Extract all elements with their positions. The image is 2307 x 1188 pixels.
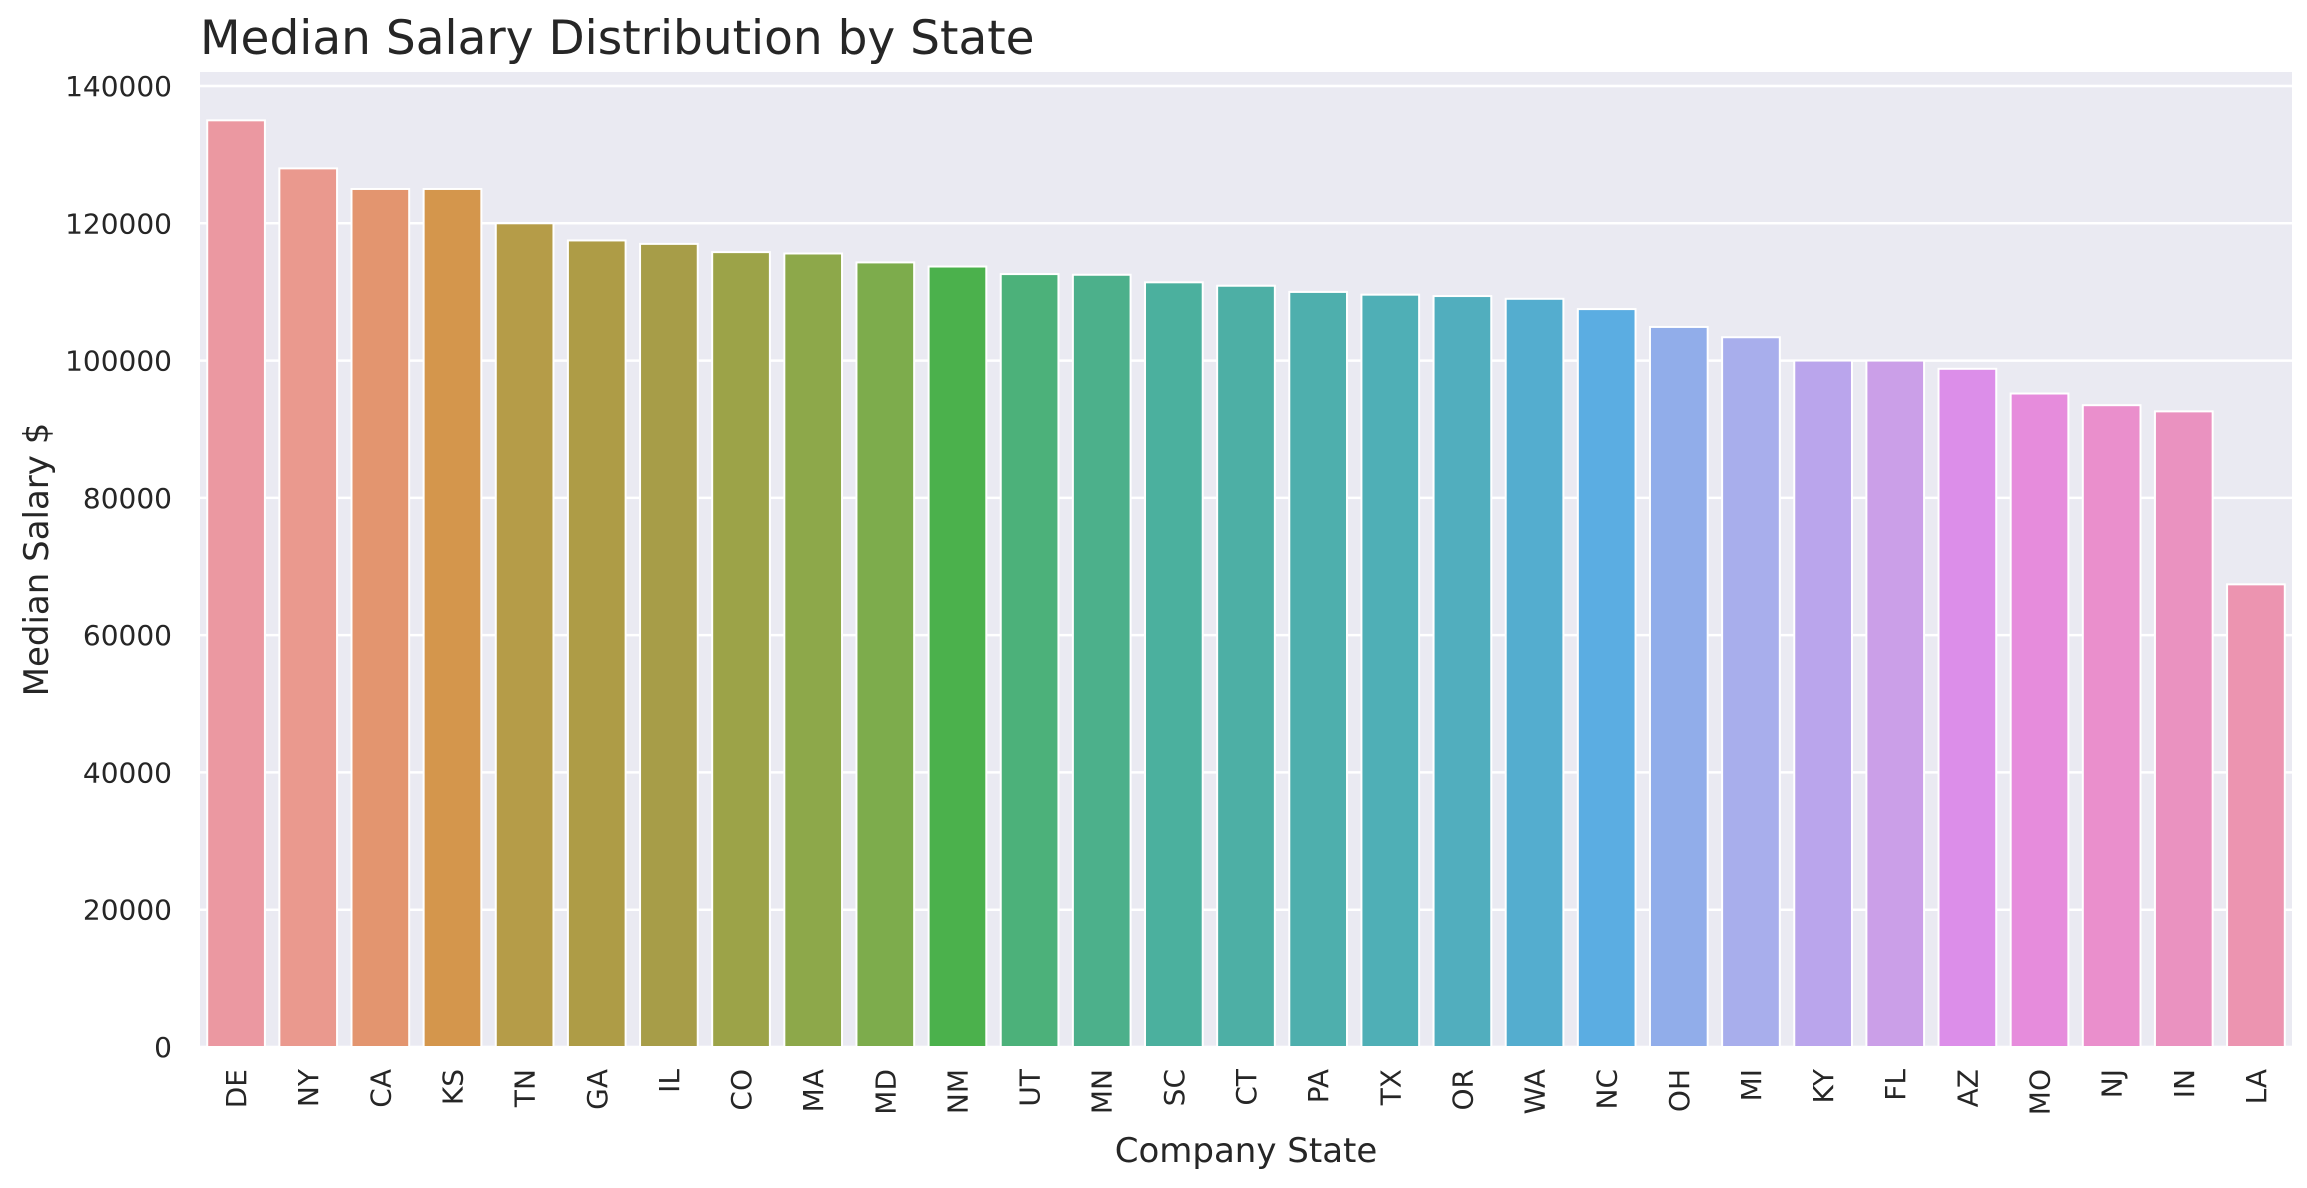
bar-de bbox=[206, 119, 266, 1049]
bar-co bbox=[711, 251, 771, 1048]
y-tick-label: 20000 bbox=[83, 894, 172, 927]
bar-md bbox=[855, 261, 916, 1048]
bar-wa bbox=[1504, 297, 1565, 1048]
bar-ca bbox=[350, 187, 411, 1048]
x-tick-label: OH bbox=[1663, 1069, 1696, 1112]
x-tick-label: PA bbox=[1302, 1069, 1335, 1103]
x-tick-label: FL bbox=[1879, 1069, 1912, 1101]
x-tick-label: NY bbox=[292, 1068, 325, 1107]
bar-fl bbox=[1865, 359, 1926, 1049]
bar-ma bbox=[783, 252, 844, 1048]
bar-nm bbox=[927, 265, 988, 1048]
x-tick-label: NJ bbox=[2096, 1069, 2129, 1098]
x-tick-label: GA bbox=[581, 1069, 614, 1110]
bar-ct bbox=[1216, 284, 1276, 1048]
x-tick-label: DE bbox=[220, 1069, 253, 1108]
bar-ga bbox=[566, 239, 627, 1049]
x-tick-label: UT bbox=[1014, 1068, 1047, 1106]
bars bbox=[206, 119, 2286, 1049]
x-tick-label: IN bbox=[2168, 1069, 2201, 1098]
bar-mn bbox=[1071, 273, 1132, 1048]
bar-ks bbox=[422, 187, 483, 1048]
x-tick-label: OR bbox=[1446, 1069, 1479, 1111]
bar-oh bbox=[1648, 325, 1709, 1049]
x-tick-label: MN bbox=[1086, 1069, 1119, 1114]
x-tick-label: KY bbox=[1807, 1068, 1840, 1103]
y-tick-label: 40000 bbox=[83, 756, 172, 789]
bar-ut bbox=[999, 273, 1060, 1048]
chart-title: Median Salary Distribution by State bbox=[200, 11, 1035, 66]
y-tick-labels: 0 20000 40000 60000 80000 100000 120000 140000 bbox=[65, 70, 172, 1064]
x-tick-label: IL bbox=[653, 1069, 686, 1093]
bar-tn bbox=[494, 222, 555, 1049]
bar-nj bbox=[2081, 404, 2142, 1049]
x-tick-label: MI bbox=[1735, 1069, 1768, 1101]
bar-mo bbox=[2009, 392, 2070, 1048]
bar-mi bbox=[1721, 336, 1781, 1048]
y-tick-label: 100000 bbox=[65, 345, 172, 378]
bar-ny bbox=[278, 167, 339, 1049]
x-tick-label: TX bbox=[1374, 1069, 1407, 1106]
x-tick-label: AZ bbox=[1951, 1069, 1984, 1107]
bar-in bbox=[2153, 410, 2214, 1049]
x-tick-label: WA bbox=[1519, 1069, 1552, 1114]
y-tick-label: 60000 bbox=[83, 619, 172, 652]
bar-tx bbox=[1360, 293, 1421, 1049]
x-tick-label: NC bbox=[1591, 1069, 1624, 1110]
bar-nc bbox=[1576, 308, 1637, 1048]
bar-or bbox=[1432, 295, 1493, 1049]
bar-il bbox=[639, 242, 699, 1048]
x-tick-label: MA bbox=[797, 1069, 830, 1112]
x-tick-label: CA bbox=[364, 1069, 397, 1108]
x-tick-label: LA bbox=[2240, 1069, 2273, 1104]
y-tick-label: 120000 bbox=[65, 207, 172, 240]
y-tick-label: 80000 bbox=[83, 482, 172, 515]
bar-la bbox=[2226, 583, 2286, 1049]
x-tick-labels: DE NY CA KS TN GA IL CO MA MD NM UT MN SC CT PA TX OR WA NC… bbox=[220, 1068, 2273, 1115]
y-tick-label: 140000 bbox=[65, 70, 172, 103]
x-tick-label: TN bbox=[509, 1069, 542, 1108]
bar-ky bbox=[1793, 359, 1853, 1049]
bar-az bbox=[1937, 367, 1998, 1048]
y-axis-label: Median Salary $ bbox=[17, 423, 57, 697]
x-tick-label: NM bbox=[941, 1069, 974, 1114]
x-tick-label: SC bbox=[1158, 1069, 1191, 1106]
x-tick-label: KS bbox=[436, 1069, 469, 1105]
bar-sc bbox=[1144, 281, 1204, 1049]
x-tick-label: MO bbox=[2024, 1069, 2057, 1115]
x-tick-label: CO bbox=[725, 1069, 758, 1111]
y-tick-label: 0 bbox=[154, 1031, 172, 1064]
bar-pa bbox=[1288, 290, 1348, 1048]
x-axis-label: Company State bbox=[1115, 1131, 1378, 1171]
x-tick-label: CT bbox=[1230, 1068, 1263, 1106]
x-tick-label: MD bbox=[869, 1069, 902, 1115]
